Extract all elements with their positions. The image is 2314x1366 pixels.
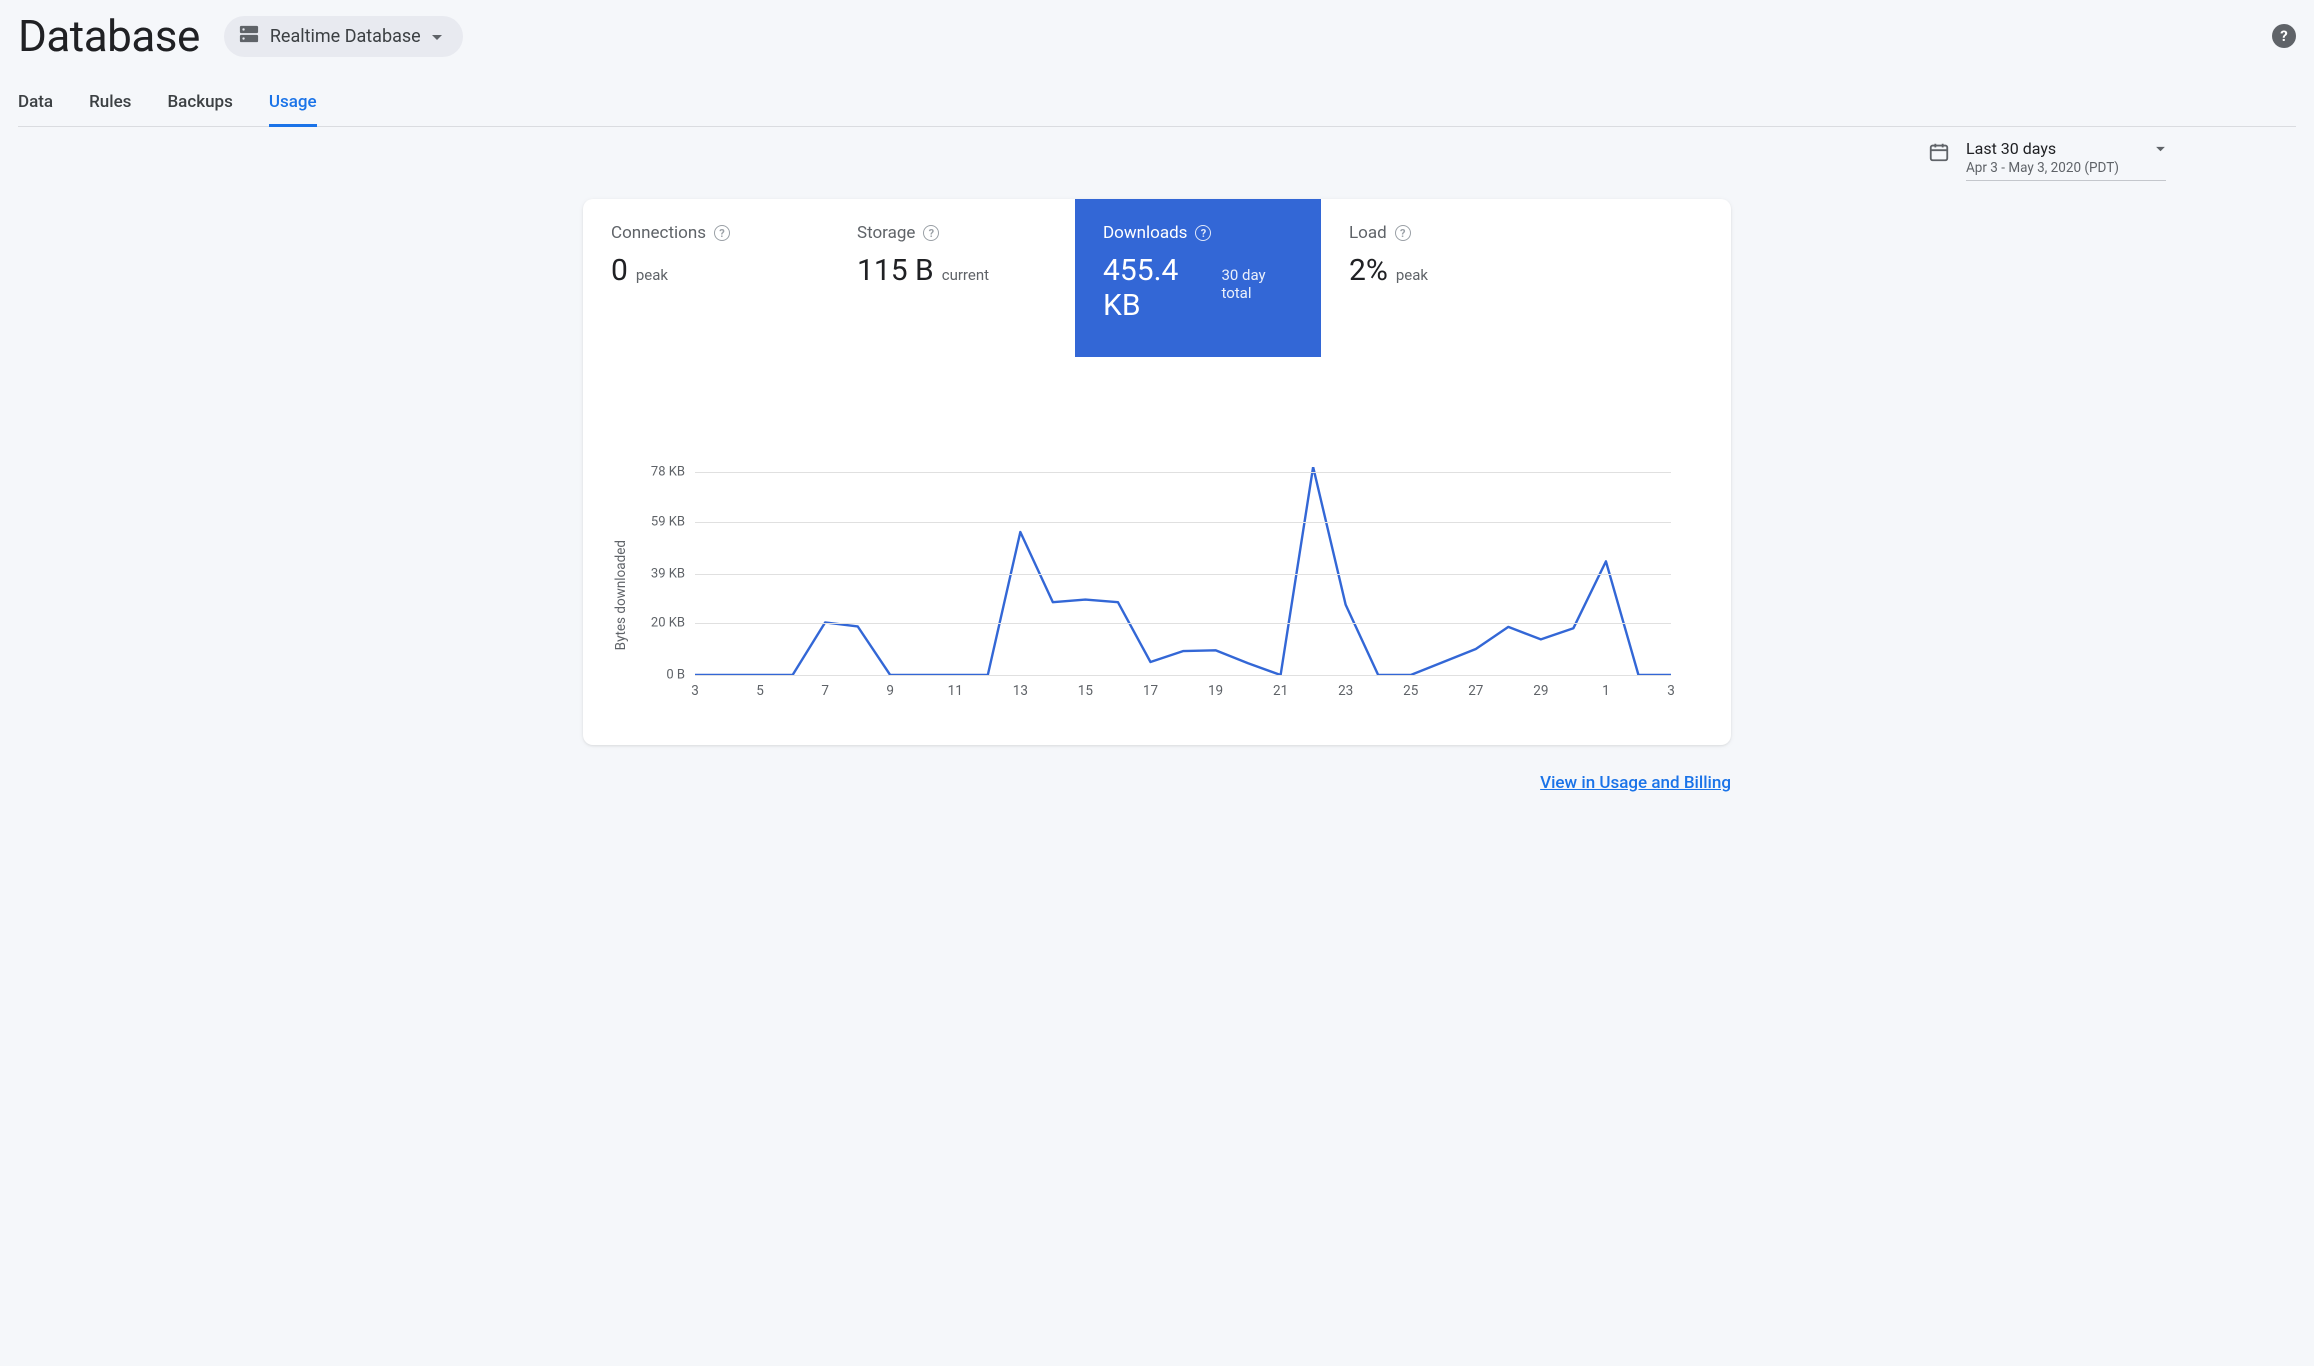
x-tick: 7 xyxy=(821,683,829,699)
y-tick: 59 KB xyxy=(651,514,685,529)
metrics-row: Connections? 0 peak Storage? 115 B current Dow… xyxy=(583,199,1731,357)
x-tick: 1 xyxy=(1602,683,1610,699)
usage-card: Connections? 0 peak Storage? 115 B current Dow… xyxy=(583,199,1731,745)
metric-sub: 30 day total xyxy=(1221,266,1293,302)
chevron-down-icon xyxy=(431,26,443,47)
metric-sub: peak xyxy=(636,266,668,284)
metric-title: Load xyxy=(1349,223,1387,243)
metric-value: 115 B xyxy=(857,253,934,288)
metric-value: 2% xyxy=(1349,253,1388,288)
x-tick: 25 xyxy=(1403,683,1418,699)
info-icon[interactable]: ? xyxy=(923,225,939,241)
x-tick: 15 xyxy=(1078,683,1093,699)
chart-x-axis: 35791113151719212325272913 xyxy=(695,683,1671,701)
metric-title: Connections xyxy=(611,223,706,243)
date-range-picker[interactable]: Last 30 days Apr 3 - May 3, 2020 (PDT) xyxy=(1928,139,2166,181)
info-icon[interactable]: ? xyxy=(1395,225,1411,241)
metric-sub: current xyxy=(942,266,989,284)
chart-y-axis-label: Bytes downloaded xyxy=(613,518,629,650)
x-tick: 29 xyxy=(1533,683,1548,699)
view-usage-billing-link[interactable]: View in Usage and Billing xyxy=(1540,773,1731,793)
x-tick: 3 xyxy=(691,683,699,699)
x-tick: 27 xyxy=(1468,683,1483,699)
metric-sub: peak xyxy=(1396,266,1428,284)
x-tick: 5 xyxy=(756,683,764,699)
x-tick: 11 xyxy=(948,683,963,699)
y-tick: 39 KB xyxy=(651,566,685,581)
database-selector-label: Realtime Database xyxy=(270,26,421,47)
x-tick: 23 xyxy=(1338,683,1353,699)
chevron-down-icon xyxy=(2155,141,2166,157)
metric-downloads[interactable]: Downloads? 455.4 KB30 day total xyxy=(1075,199,1321,357)
x-tick: 19 xyxy=(1208,683,1223,699)
date-range-label: Last 30 days xyxy=(1966,139,2056,158)
x-tick: 9 xyxy=(886,683,894,699)
calendar-icon xyxy=(1928,141,1950,167)
tabs-bar: Data Rules Backups Usage xyxy=(18,84,2296,127)
y-tick: 0 B xyxy=(666,668,685,683)
tab-rules[interactable]: Rules xyxy=(89,84,131,127)
info-icon[interactable]: ? xyxy=(714,225,730,241)
database-icon xyxy=(238,24,260,49)
x-tick: 17 xyxy=(1143,683,1158,699)
x-tick: 3 xyxy=(1667,683,1675,699)
metric-title: Downloads xyxy=(1103,223,1187,243)
metric-load[interactable]: Load? 2% peak xyxy=(1321,199,1567,357)
info-icon[interactable]: ? xyxy=(1195,225,1211,241)
database-selector-dropdown[interactable]: Realtime Database xyxy=(224,16,463,57)
metric-connections[interactable]: Connections? 0 peak xyxy=(583,199,829,357)
tab-backups[interactable]: Backups xyxy=(167,84,232,127)
y-tick: 78 KB xyxy=(651,465,685,480)
page-title: Database xyxy=(18,10,200,62)
tab-data[interactable]: Data xyxy=(18,84,53,127)
y-tick: 20 KB xyxy=(651,616,685,631)
metric-storage[interactable]: Storage? 115 B current xyxy=(829,199,1075,357)
metric-value: 0 xyxy=(611,253,628,288)
x-tick: 21 xyxy=(1273,683,1288,699)
metric-title: Storage xyxy=(857,223,915,243)
x-tick: 13 xyxy=(1013,683,1028,699)
help-icon[interactable]: ? xyxy=(2272,24,2296,48)
date-range-subtitle: Apr 3 - May 3, 2020 (PDT) xyxy=(1966,160,2166,176)
tab-usage[interactable]: Usage xyxy=(269,84,317,127)
downloads-line-chart: 0 B20 KB39 KB59 KB78 KB xyxy=(695,467,1671,675)
metric-value: 455.4 KB xyxy=(1103,253,1213,323)
